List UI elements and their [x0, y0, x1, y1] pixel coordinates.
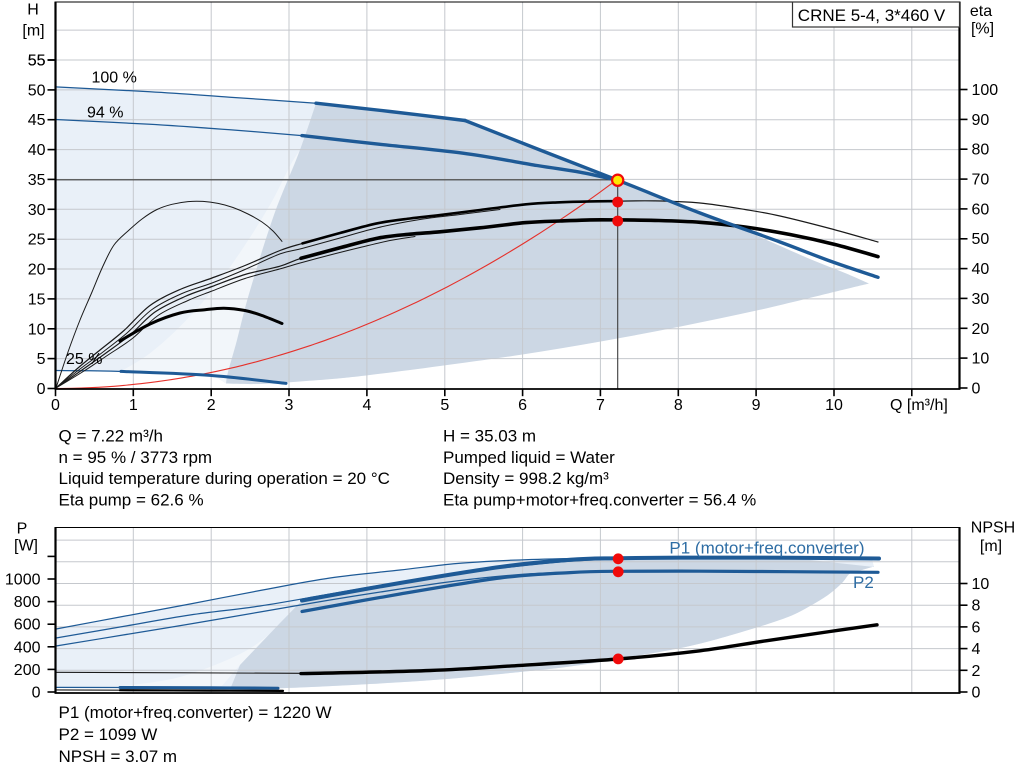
svg-text:P1 (motor+freq.converter): P1 (motor+freq.converter): [669, 539, 864, 558]
svg-text:0: 0: [32, 685, 41, 702]
svg-text:P2 = 1099 W: P2 = 1099 W: [59, 725, 158, 744]
svg-text:Eta pump = 62.6 %: Eta pump = 62.6 %: [59, 490, 204, 509]
svg-text:n = 95 % / 3773 rpm: n = 95 % / 3773 rpm: [59, 448, 213, 467]
svg-text:50: 50: [28, 82, 46, 99]
svg-text:2: 2: [207, 397, 216, 414]
svg-text:P2: P2: [853, 573, 874, 592]
svg-text:30: 30: [972, 291, 990, 308]
svg-text:Eta pump+motor+freq.converter: Eta pump+motor+freq.converter = 56.4 %: [443, 490, 756, 509]
svg-text:Q = 7.22 m³/h: Q = 7.22 m³/h: [59, 427, 163, 446]
svg-text:8: 8: [972, 598, 981, 615]
svg-text:6: 6: [518, 397, 527, 414]
svg-text:NPSH: NPSH: [971, 520, 1015, 537]
svg-text:5: 5: [37, 351, 46, 368]
svg-text:0: 0: [51, 397, 60, 414]
svg-text:200: 200: [14, 662, 41, 679]
svg-text:Density = 998.2 kg/m³: Density = 998.2 kg/m³: [443, 469, 609, 488]
svg-text:1000: 1000: [5, 572, 41, 589]
svg-text:1: 1: [129, 397, 138, 414]
svg-text:7: 7: [596, 397, 605, 414]
svg-text:10: 10: [972, 576, 990, 593]
svg-text:45: 45: [28, 112, 46, 129]
svg-text:60: 60: [972, 201, 990, 218]
svg-text:8: 8: [674, 397, 683, 414]
svg-text:100 %: 100 %: [92, 70, 137, 87]
svg-text:15: 15: [28, 291, 46, 308]
svg-text:10: 10: [972, 351, 990, 368]
svg-text:4: 4: [972, 641, 981, 658]
svg-text:55: 55: [28, 53, 46, 70]
svg-text:600: 600: [14, 617, 41, 634]
svg-text:35: 35: [28, 172, 46, 189]
svg-text:Pumped liquid = Water: Pumped liquid = Water: [443, 448, 615, 467]
svg-text:10: 10: [825, 397, 843, 414]
svg-text:[W]: [W]: [14, 538, 38, 555]
svg-text:40: 40: [972, 261, 990, 278]
svg-text:5: 5: [440, 397, 449, 414]
svg-text:25: 25: [28, 232, 46, 249]
svg-text:800: 800: [14, 594, 41, 611]
svg-text:[%]: [%]: [971, 21, 994, 38]
svg-text:90: 90: [972, 112, 990, 129]
svg-text:400: 400: [14, 639, 41, 656]
svg-text:94 %: 94 %: [87, 105, 123, 122]
svg-text:H = 35.03 m: H = 35.03 m: [443, 427, 536, 446]
svg-text:20: 20: [972, 321, 990, 338]
svg-text:10: 10: [28, 321, 46, 338]
svg-text:55: 55: [28, 53, 46, 70]
svg-text:2: 2: [972, 663, 981, 680]
svg-text:30: 30: [28, 202, 46, 219]
svg-text:0: 0: [972, 381, 981, 398]
svg-text:80: 80: [972, 142, 990, 159]
svg-text:NPSH = 3.07 m: NPSH = 3.07 m: [59, 747, 178, 766]
svg-text:eta: eta: [970, 3, 992, 20]
svg-text:70: 70: [972, 172, 990, 189]
svg-text:Liquid temperature during oper: Liquid temperature during operation = 20…: [59, 469, 390, 488]
svg-text:0: 0: [37, 381, 46, 398]
svg-text:[m]: [m]: [22, 23, 44, 40]
svg-text:20: 20: [28, 262, 46, 279]
svg-text:100: 100: [972, 82, 999, 99]
svg-text:50: 50: [972, 231, 990, 248]
svg-text:CRNE 5-4, 3*460 V: CRNE 5-4, 3*460 V: [798, 6, 946, 25]
svg-text:P1 (motor+freq.converter) = 12: P1 (motor+freq.converter) = 1220 W: [59, 703, 332, 722]
svg-text:3: 3: [285, 397, 294, 414]
svg-text:0: 0: [972, 685, 981, 702]
svg-text:25 %: 25 %: [66, 351, 102, 368]
svg-text:4: 4: [362, 397, 371, 414]
svg-text:Q [m³/h]: Q [m³/h]: [890, 397, 948, 414]
svg-text:9: 9: [752, 397, 761, 414]
svg-text:40: 40: [28, 142, 46, 159]
svg-text:P: P: [17, 521, 28, 538]
svg-text:6: 6: [972, 619, 981, 636]
svg-text:H: H: [27, 2, 39, 19]
svg-text:[m]: [m]: [980, 538, 1002, 555]
